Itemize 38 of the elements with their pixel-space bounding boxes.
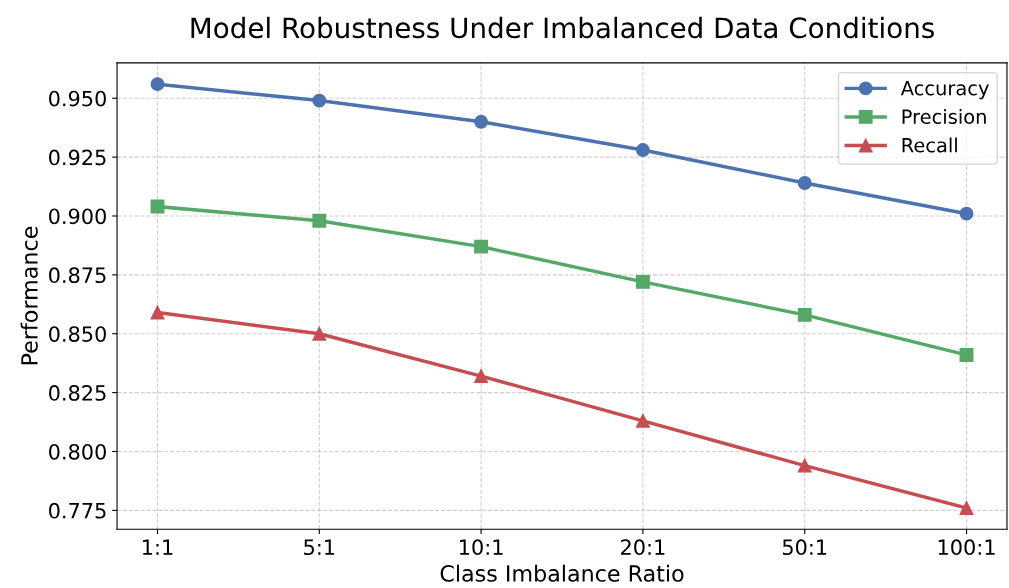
legend-label: Precision xyxy=(902,108,986,125)
y-tick-label: 0.850 xyxy=(49,326,106,342)
point xyxy=(635,274,650,289)
chart-title: Model Robustness Under Imbalanced Data Conditions xyxy=(191,16,934,39)
point xyxy=(797,458,812,473)
y-tick-label: 0.775 xyxy=(49,502,106,519)
point xyxy=(474,369,489,384)
legend-label: Recall xyxy=(902,137,957,153)
point xyxy=(150,77,165,92)
point xyxy=(312,213,327,228)
point xyxy=(474,114,489,129)
y-tick-label: 0.950 xyxy=(49,90,106,107)
point xyxy=(959,501,974,515)
x-tick-label: 10:1 xyxy=(460,539,503,556)
y-tick-label: 0.925 xyxy=(49,149,106,166)
point xyxy=(959,347,974,362)
point xyxy=(474,239,489,254)
point xyxy=(312,326,327,341)
point xyxy=(312,93,327,108)
y-tick-label: 0.900 xyxy=(49,208,106,225)
y-tick-label: 0.825 xyxy=(49,385,106,401)
y-tick-label: 0.875 xyxy=(49,267,106,284)
x-tick-label: 50:1 xyxy=(782,539,827,556)
point xyxy=(797,176,812,190)
legend-label: Accuracy xyxy=(900,81,989,100)
x-tick-label: 100:1 xyxy=(938,539,995,556)
point xyxy=(150,305,165,320)
x-tick-label: 1:1 xyxy=(143,539,173,555)
y-tick-label: 0.800 xyxy=(49,443,106,460)
point xyxy=(959,206,974,221)
y-axis-title: Performance xyxy=(20,226,38,365)
point xyxy=(150,199,165,214)
point xyxy=(635,413,650,428)
x-tick-label: 5:1 xyxy=(304,539,335,556)
point xyxy=(635,143,650,157)
x-axis-title: Class Imbalance Ratio xyxy=(440,564,684,582)
x-tick-label: 20:1 xyxy=(621,539,665,556)
point xyxy=(797,307,812,322)
